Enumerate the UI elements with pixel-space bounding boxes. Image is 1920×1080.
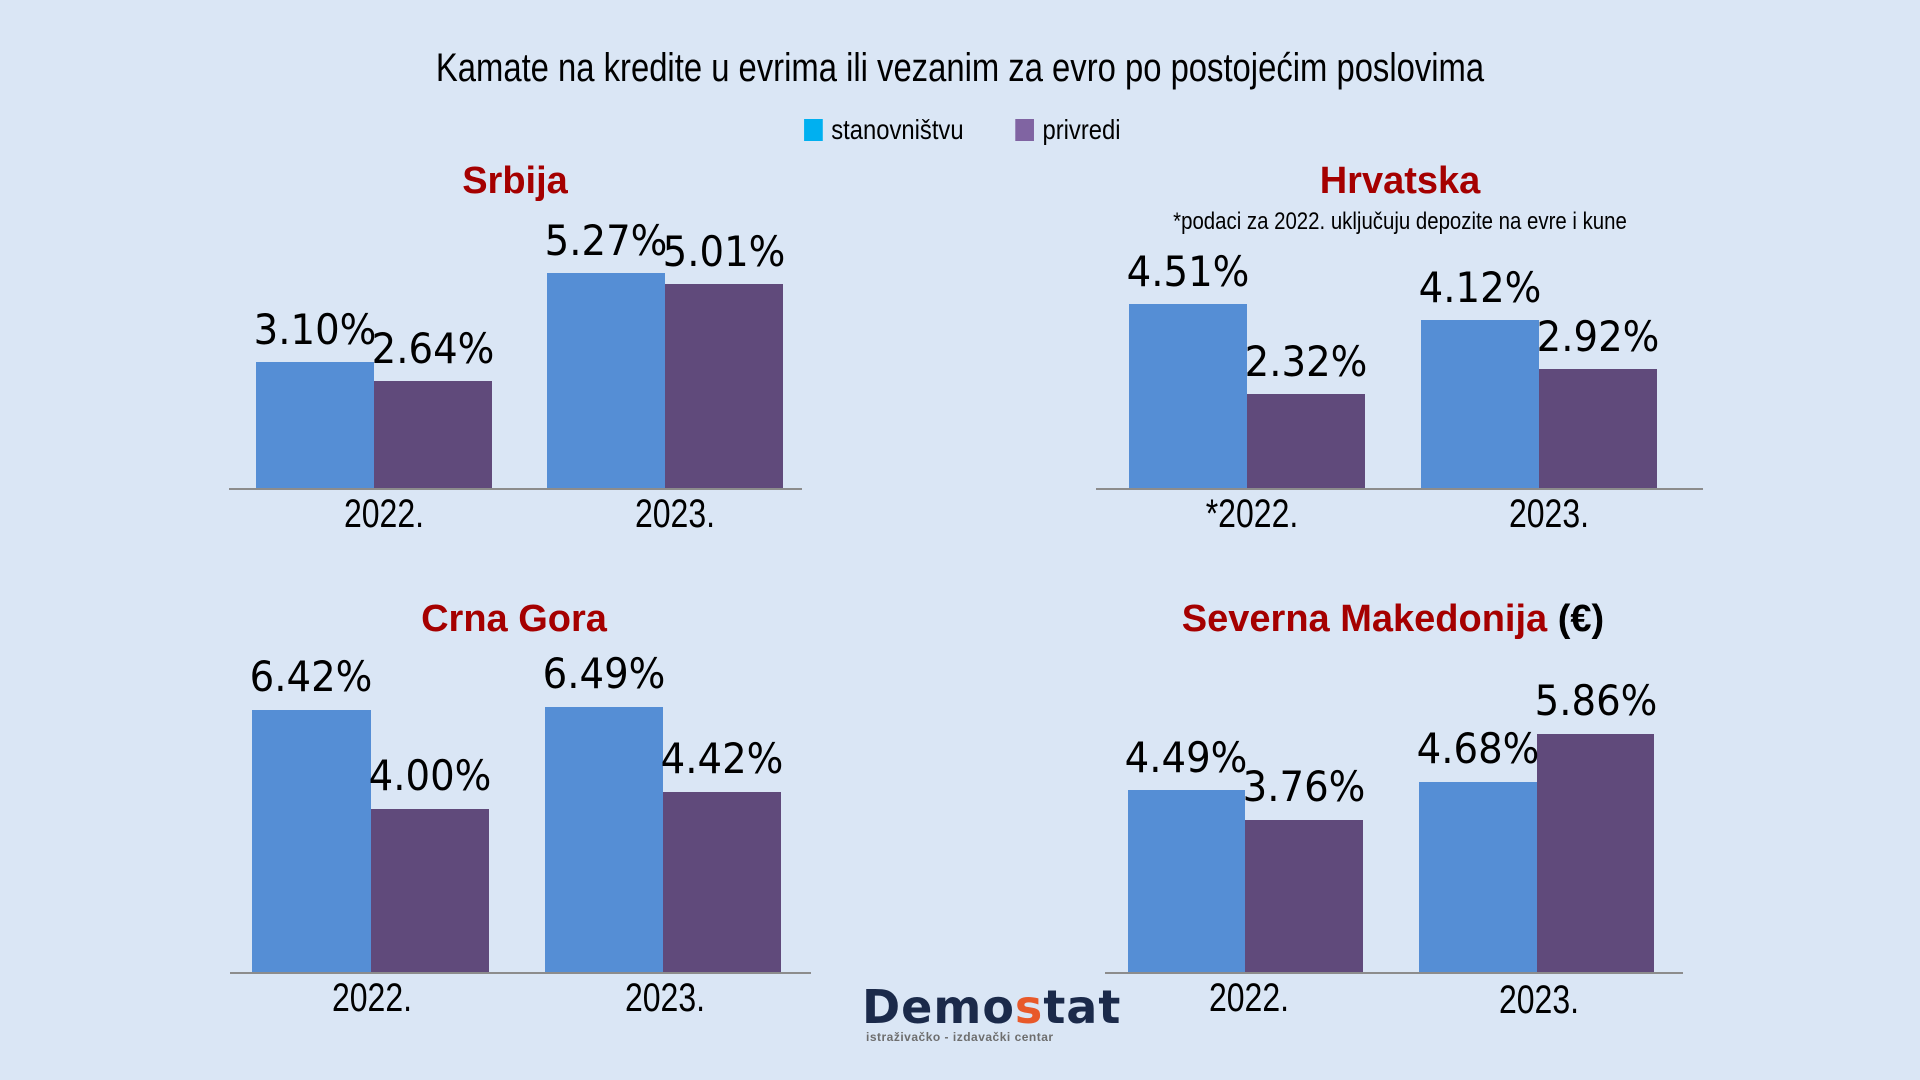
panel-title-text: Severna Makedonija [1181, 598, 1548, 640]
bar-privredi-2023 [663, 792, 781, 973]
bar-privredi-2022 [374, 381, 492, 489]
panel-title: Crna Gora [421, 598, 607, 640]
value-label: 5.86% [1534, 676, 1658, 725]
value-label: 4.00% [368, 751, 492, 800]
value-label: 4.51% [1126, 247, 1250, 296]
value-label: 2.64% [371, 324, 495, 373]
legend-swatch-icon [1015, 119, 1034, 141]
category-label: 2023. [624, 976, 706, 1020]
category-label: *2022. [1205, 492, 1299, 536]
category-label: 2022. [343, 492, 425, 536]
panel-note: *podaci za 2022. uključuju depozite na e… [1173, 208, 1627, 235]
x-axis [1096, 488, 1703, 490]
value-label: 3.10% [253, 305, 377, 354]
logo-accent: s [1014, 980, 1044, 1034]
bar-stanovnistvu-2023 [547, 273, 665, 489]
panel-title: Severna Makedonija (€) [1182, 598, 1604, 641]
legend: stanovništvu privredi [0, 114, 1920, 146]
x-axis [230, 972, 811, 974]
value-label: 4.49% [1124, 733, 1248, 782]
bar-stanovnistvu-2022 [252, 710, 371, 973]
bar-privredi-2022 [1247, 394, 1365, 489]
value-label: 4.68% [1416, 724, 1540, 773]
bar-stanovnistvu-2022 [1129, 304, 1247, 489]
legend-label: stanovništvu [831, 114, 964, 145]
logo-text: Demo [862, 980, 1015, 1034]
value-label: 6.42% [249, 652, 373, 701]
bar-privredi-2022 [1245, 820, 1363, 973]
logo-text: tat [1043, 980, 1122, 1034]
bar-stanovnistvu-2023 [545, 707, 663, 973]
panel-title: Hrvatska [1319, 160, 1481, 202]
demostat-logo: Demostat istraživačko - izdavački centar [862, 984, 1121, 1044]
value-label: 5.01% [662, 227, 786, 276]
value-label: 4.42% [660, 734, 784, 783]
legend-swatch-icon [804, 119, 824, 141]
category-label: 2023. [634, 492, 716, 536]
bar-stanovnistvu-2022 [256, 362, 374, 489]
legend-label: privredi [1042, 114, 1121, 145]
value-label: 2.92% [1536, 312, 1660, 361]
category-label: 2023. [1508, 492, 1590, 536]
legend-item-stanovnistvu: stanovništvu [804, 114, 964, 146]
bar-privredi-2023 [1539, 369, 1657, 489]
bar-stanovnistvu-2023 [1421, 320, 1539, 489]
value-label: 3.76% [1242, 762, 1366, 811]
logo-tagline: istraživačko - izdavački centar [866, 1030, 1054, 1044]
x-axis [1105, 972, 1683, 974]
category-label: 2022. [331, 976, 413, 1020]
value-label: 2.32% [1244, 337, 1368, 386]
panel-title: Srbija [462, 160, 568, 202]
category-label: 2023. [1498, 978, 1580, 1022]
bar-privredi-2022 [371, 809, 489, 973]
bar-privredi-2023 [1537, 734, 1654, 973]
value-label: 6.49% [542, 649, 666, 698]
category-label: 2022. [1208, 976, 1290, 1020]
bar-stanovnistvu-2023 [1419, 782, 1537, 973]
x-axis [229, 488, 802, 490]
legend-item-privredi: privredi [1015, 114, 1120, 146]
chart-title: Kamate na kredite u evrima ili vezanim z… [435, 46, 1485, 90]
value-label: 4.12% [1418, 263, 1542, 312]
bar-stanovnistvu-2022 [1128, 790, 1245, 973]
bar-privredi-2023 [665, 284, 783, 489]
currency-suffix: (€) [1557, 598, 1605, 640]
value-label: 5.27% [544, 216, 668, 265]
